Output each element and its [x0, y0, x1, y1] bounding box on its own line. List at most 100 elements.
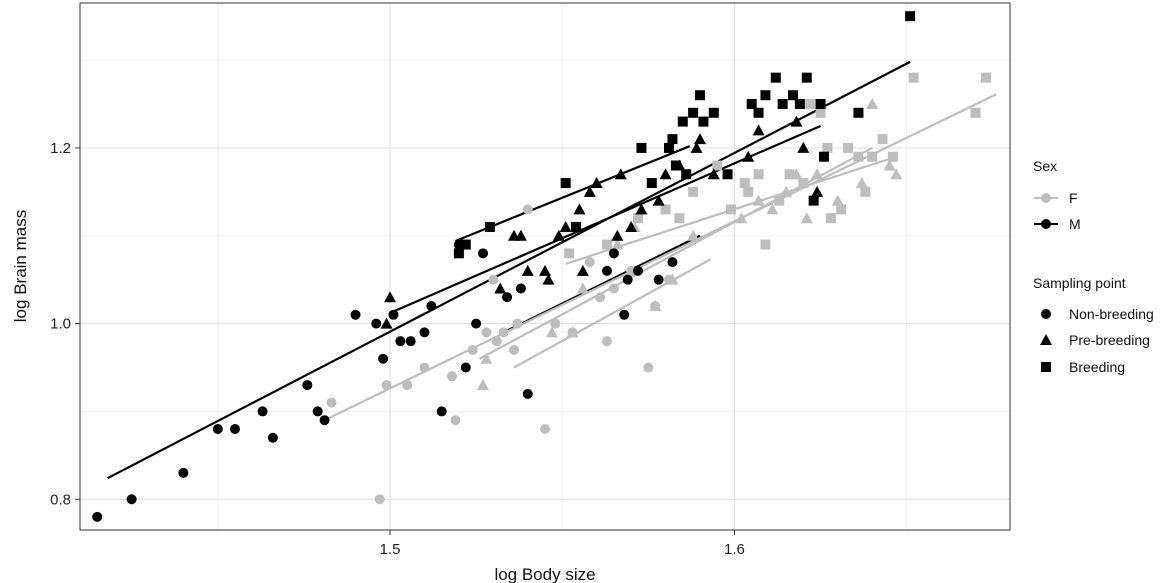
data-point-f-breeding: [660, 204, 671, 215]
legend-key-triangle: [1040, 334, 1052, 345]
data-point-m-breeding: [453, 248, 464, 259]
data-point-m-breeding: [681, 169, 692, 180]
data-point-m-non-breeding: [419, 327, 430, 338]
data-point-f-non-breeding: [402, 380, 413, 391]
data-point-f-breeding: [743, 186, 754, 197]
data-point-f-pre-breeding: [780, 185, 793, 197]
data-point-m-non-breeding: [230, 423, 240, 434]
data-point-f-pre-breeding: [811, 168, 824, 180]
data-point-m-breeding: [753, 107, 764, 118]
data-point-f-pre-breeding: [855, 177, 868, 189]
legend: Sex F M Sampling point Non-breeding Pre-…: [1033, 158, 1154, 375]
legend-label-pre-breeding: Pre-breeding: [1069, 332, 1150, 348]
data-point-f-breeding: [784, 169, 795, 180]
data-point-m-pre-breeding: [521, 264, 534, 276]
data-point-m-pre-breeding: [635, 203, 648, 215]
data-point-m-breeding: [677, 116, 688, 127]
data-point-m-non-breeding: [502, 292, 513, 303]
data-point-m-pre-breeding: [384, 291, 396, 303]
data-point-f-non-breeding: [498, 327, 509, 338]
data-point-f-pre-breeding: [480, 352, 493, 364]
data-point-f-breeding: [825, 213, 836, 224]
x-tick-label: 1.5: [380, 541, 401, 558]
data-point-m-breeding: [794, 99, 805, 110]
data-point-f-breeding: [760, 239, 771, 250]
data-point-m-non-breeding: [126, 494, 137, 505]
data-point-m-breeding: [571, 221, 581, 232]
legend-label-f: F: [1069, 190, 1078, 206]
data-point-m-pre-breeding: [625, 220, 638, 232]
data-point-m-pre-breeding: [752, 124, 765, 136]
data-point-m-breeding: [460, 239, 471, 250]
data-point-f-pre-breeding: [766, 203, 779, 215]
data-point-m-non-breeding: [460, 362, 471, 373]
data-point-f-non-breeding: [326, 397, 337, 408]
data-point-m-breeding: [667, 134, 678, 145]
data-point-f-pre-breeding: [831, 194, 844, 206]
data-point-m-pre-breeding: [652, 194, 665, 206]
data-point-f-pre-breeding: [800, 212, 813, 224]
data-point-f-breeding: [753, 169, 764, 180]
data-point-f-breeding: [980, 72, 991, 83]
x-tick-label: 1.6: [724, 541, 745, 558]
y-tick-label: 1.2: [50, 140, 71, 157]
data-point-f-pre-breeding: [566, 326, 579, 338]
data-point-m-pre-breeding: [514, 229, 527, 241]
data-point-m-breeding: [560, 178, 571, 189]
data-point-m-breeding: [853, 107, 864, 118]
data-point-m-non-breeding: [436, 406, 447, 417]
data-point-f-breeding: [712, 160, 723, 171]
data-point-f-breeding: [867, 151, 878, 162]
data-point-m-non-breeding: [602, 265, 612, 276]
y-tick-label: 1.0: [50, 316, 71, 333]
data-point-m-breeding: [695, 90, 705, 101]
data-point-f-pre-breeding: [477, 379, 489, 391]
data-point-f-non-breeding: [450, 415, 461, 426]
y-axis: 0.8 1.0 1.2: [50, 140, 80, 508]
data-point-m-breeding: [484, 221, 495, 232]
data-point-m-breeding: [646, 178, 657, 189]
data-point-m-pre-breeding: [690, 141, 703, 153]
data-point-m-breeding: [819, 151, 829, 162]
data-point-m-non-breeding: [426, 301, 437, 312]
fit-line-f: [513, 258, 711, 369]
data-point-f-breeding: [836, 204, 847, 215]
legend-key-point-m: [1041, 219, 1051, 229]
legend-item-pre-breeding: Pre-breeding: [1040, 332, 1150, 348]
x-axis: 1.5 1.6: [380, 530, 745, 558]
data-point-m-pre-breeding: [583, 185, 596, 197]
data-point-f-breeding: [908, 72, 919, 83]
data-point-f-breeding: [688, 186, 699, 197]
data-point-m-breeding: [770, 72, 781, 83]
legend-key-square: [1041, 362, 1051, 372]
data-point-m-breeding: [688, 107, 699, 118]
plot-panel: [79, 2, 1011, 531]
legend-item-f: F: [1034, 190, 1078, 206]
data-point-f-pre-breeding: [545, 326, 558, 338]
data-point-f-breeding: [564, 248, 575, 259]
data-point-m-breeding: [788, 90, 798, 101]
data-point-f-breeding: [853, 151, 864, 162]
data-point-m-breeding: [698, 116, 709, 127]
data-point-m-non-breeding: [395, 336, 406, 347]
data-point-m-non-breeding: [405, 336, 416, 347]
data-point-m-pre-breeding: [539, 264, 551, 276]
data-point-m-non-breeding: [633, 265, 643, 276]
data-point-m-pre-breeding: [790, 115, 803, 127]
data-point-f-pre-breeding: [735, 212, 748, 224]
data-point-m-pre-breeding: [542, 273, 555, 285]
data-point-f-non-breeding: [481, 327, 492, 338]
data-point-m-non-breeding: [622, 274, 633, 285]
data-point-m-non-breeding: [92, 511, 103, 522]
data-point-m-breeding: [815, 99, 826, 110]
legend-item-non-breeding: Non-breeding: [1041, 306, 1154, 322]
data-point-m-pre-breeding: [590, 177, 603, 189]
data-point-m-breeding: [746, 99, 757, 110]
data-point-f-breeding: [877, 134, 888, 145]
data-point-m-pre-breeding: [614, 168, 627, 180]
data-point-m-breeding: [636, 142, 647, 153]
data-point-m-pre-breeding: [811, 185, 824, 197]
data-point-m-non-breeding: [471, 318, 482, 329]
data-point-f-non-breeding: [467, 344, 478, 355]
